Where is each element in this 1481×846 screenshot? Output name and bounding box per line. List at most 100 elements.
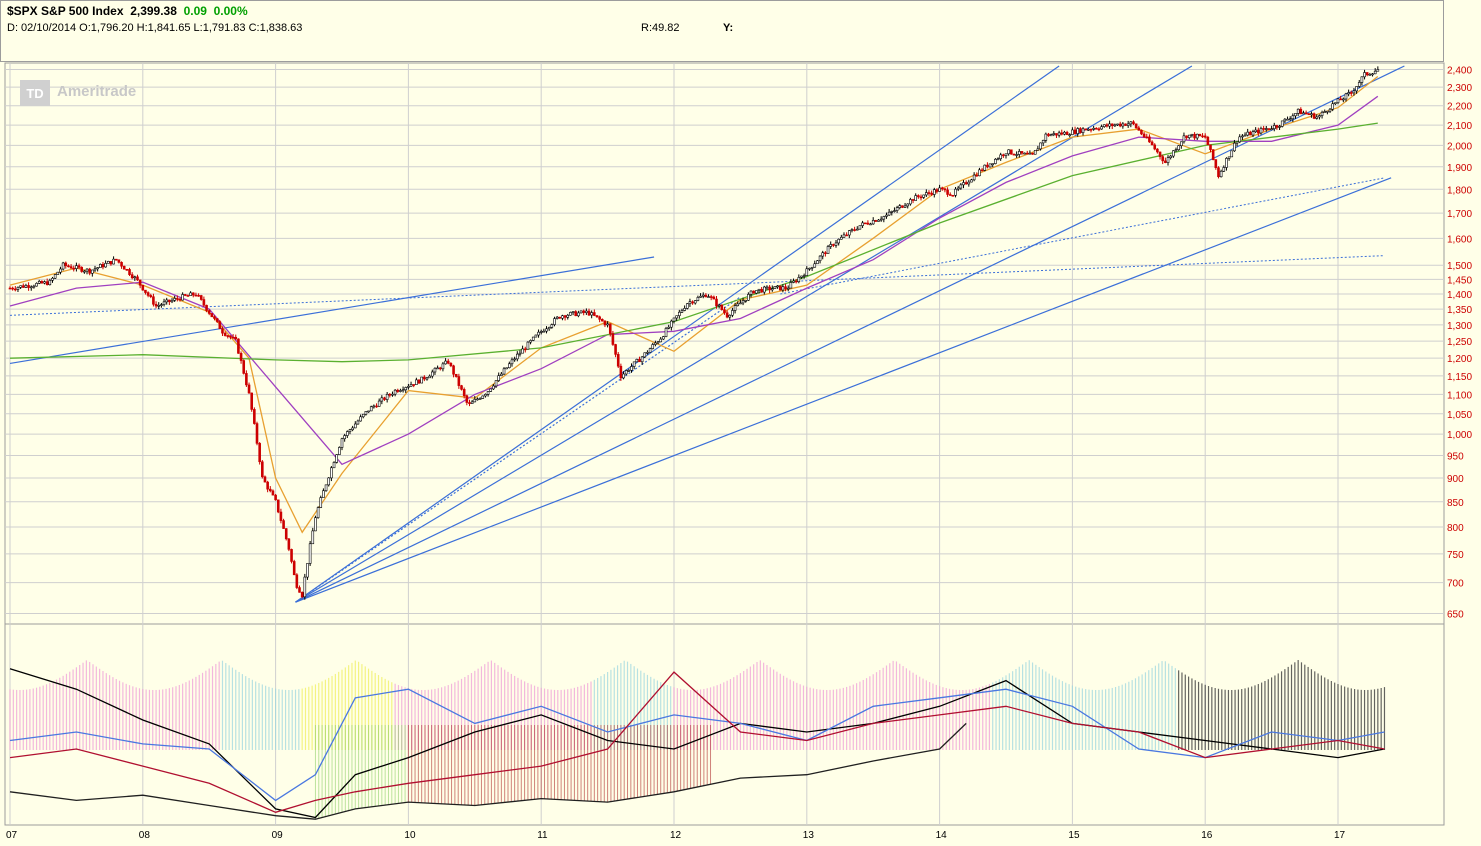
candle-body (1161, 156, 1165, 162)
candle-body (1357, 82, 1361, 87)
candle-body (1203, 135, 1207, 138)
candle-body (351, 427, 354, 431)
candle-body (630, 366, 633, 371)
candle-body (731, 310, 734, 316)
candle-body (276, 499, 280, 513)
candle-body (298, 587, 301, 593)
candle-body (346, 431, 349, 436)
candle-body (781, 286, 785, 291)
candle-body (64, 262, 68, 267)
candle-body (648, 348, 652, 353)
candle-body (744, 299, 748, 302)
candle-body (919, 196, 923, 199)
candle-body (879, 218, 883, 221)
candle-body (600, 319, 604, 322)
candle-body (306, 563, 309, 578)
trendline (295, 177, 1392, 603)
candle-body (587, 310, 591, 316)
candle-body (420, 376, 423, 384)
candle-body (1145, 136, 1149, 139)
candle-body (99, 264, 102, 268)
candle-body (672, 317, 676, 322)
candle-body (1020, 151, 1024, 154)
candle-body (521, 348, 524, 354)
candle-body (1140, 129, 1143, 135)
trendline-dotted (9, 255, 1385, 316)
candle-body (268, 488, 272, 492)
candle-body (832, 244, 835, 246)
candle-body (1105, 124, 1109, 127)
y-tick-label: 1,350 (1447, 305, 1472, 316)
x-tick-label: 07 (6, 830, 18, 841)
candle-body (709, 296, 713, 298)
candle-body (237, 338, 240, 354)
candle-body (1195, 133, 1199, 139)
candle-body (93, 268, 97, 271)
candle-body (834, 242, 838, 246)
candle-body (340, 438, 344, 448)
y-tick-label: 950 (1447, 451, 1464, 462)
candle-body (1339, 98, 1342, 101)
candle-body (526, 341, 530, 350)
candle-body (542, 330, 546, 333)
y-tick-label: 1,150 (1447, 372, 1472, 383)
candle-body (824, 252, 827, 255)
x-tick-label: 15 (1068, 830, 1080, 841)
candle-body (680, 310, 684, 313)
candle-body (449, 362, 453, 367)
candle-body (624, 370, 628, 375)
plot-frame (4, 62, 1445, 826)
candle-body (1230, 150, 1234, 158)
candle-body (1262, 128, 1265, 130)
oscillator-panel (9, 660, 1386, 820)
symbol-title: $SPX S&P 500 Index 2,399.38 0.09 0.00% (7, 4, 248, 18)
candle-body (314, 517, 317, 532)
candle-body (784, 286, 787, 290)
candle-body (712, 296, 716, 300)
candle-body (778, 285, 782, 291)
candle-body (136, 276, 139, 281)
candle-body (1002, 154, 1005, 157)
candle-body (593, 312, 596, 316)
candle-body (1291, 115, 1295, 120)
candle-body (425, 377, 429, 380)
candle-body (1137, 127, 1141, 131)
y-tick-label: 1,000 (1447, 430, 1472, 441)
candle-body (1049, 134, 1053, 137)
candle-body (1047, 133, 1050, 137)
candle-body (1044, 133, 1048, 141)
oscillator-line-osc_black (9, 668, 1385, 819)
y-readout: Y: (723, 22, 734, 34)
candle-body (332, 462, 336, 469)
candle-body (319, 497, 323, 508)
candle-body (1092, 127, 1095, 130)
candle-body (818, 255, 822, 262)
candle-body (165, 299, 169, 303)
candle-body (221, 328, 224, 334)
candle-body (396, 389, 400, 392)
candle-body (539, 331, 543, 333)
candle-body (274, 494, 277, 501)
candle-body (1079, 128, 1082, 133)
candle-body (125, 268, 129, 271)
candle-body (1334, 102, 1337, 105)
candle-body (1286, 118, 1289, 121)
candle-body (691, 301, 694, 304)
candle-body (1057, 132, 1061, 136)
candle-body (1225, 158, 1228, 168)
candle-body (566, 314, 570, 318)
candle-body (707, 296, 710, 298)
candle-body (359, 416, 362, 422)
candle-body (701, 294, 705, 297)
candle-body (563, 315, 567, 318)
candle-body (229, 335, 232, 338)
candle-body (755, 290, 758, 294)
candle-body (770, 288, 774, 291)
trendline-dotted (780, 177, 1385, 295)
candle-body (1055, 133, 1058, 136)
candle-body (308, 543, 312, 564)
candle-body (1015, 154, 1018, 156)
candle-body (322, 490, 325, 498)
candle-body (1004, 153, 1008, 156)
